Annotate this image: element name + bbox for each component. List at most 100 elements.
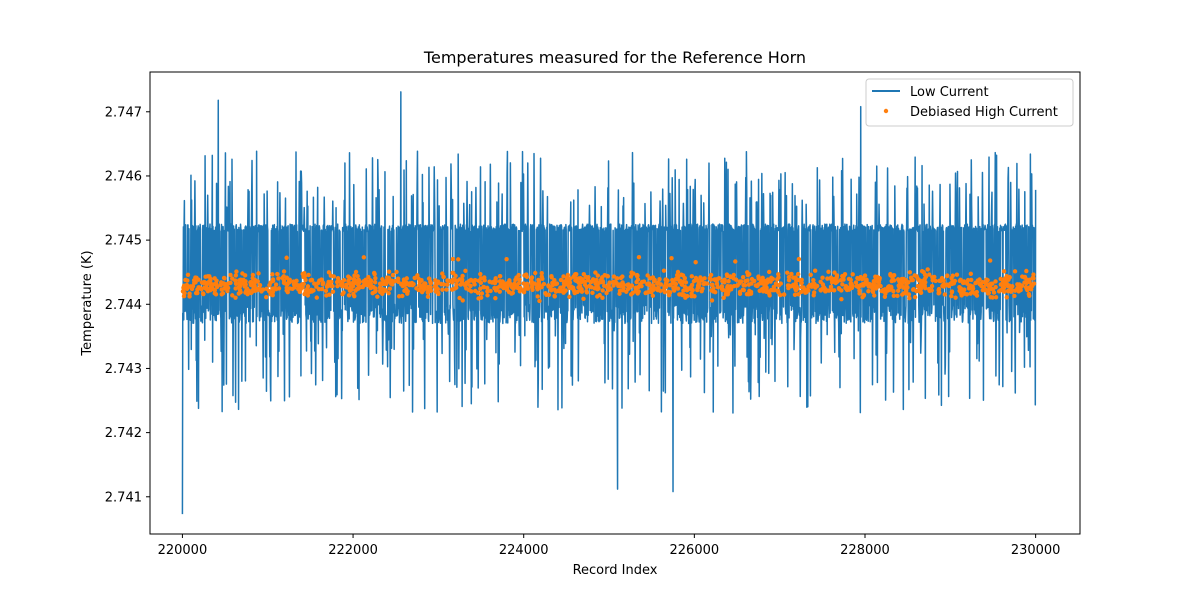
debiased-high-current-point — [456, 257, 461, 262]
debiased-high-current-point — [849, 285, 855, 291]
debiased-high-current-point — [187, 294, 192, 299]
debiased-high-current-point — [796, 292, 801, 297]
debiased-high-current-point — [552, 293, 557, 299]
debiased-high-current-point — [738, 279, 744, 284]
debiased-high-current-point — [838, 277, 844, 283]
debiased-high-current-point — [1004, 295, 1010, 300]
debiased-high-current-point — [987, 258, 993, 263]
debiased-high-current-point — [557, 288, 562, 294]
debiased-high-current-point — [731, 283, 737, 289]
debiased-high-current-point — [767, 269, 772, 275]
debiased-high-current-point — [208, 281, 214, 286]
debiased-high-current-point — [233, 278, 238, 283]
debiased-high-current-point — [445, 282, 450, 287]
debiased-high-current-point — [441, 282, 447, 287]
debiased-high-current-point — [1023, 284, 1029, 290]
debiased-high-current-point — [882, 294, 888, 300]
debiased-high-current-point — [773, 281, 779, 286]
debiased-high-current-point — [276, 276, 281, 281]
debiased-high-current-point — [305, 293, 311, 298]
debiased-high-current-point — [713, 290, 718, 295]
debiased-high-current-point — [891, 278, 897, 283]
debiased-high-current-point — [285, 290, 290, 295]
debiased-high-current-point — [720, 287, 725, 292]
debiased-high-current-point — [204, 282, 209, 287]
debiased-high-current-point — [917, 278, 922, 283]
debiased-high-current-point — [707, 275, 713, 281]
debiased-high-current-point — [993, 295, 999, 300]
x-tick-label: 224000 — [499, 543, 549, 558]
debiased-high-current-point — [785, 283, 791, 288]
debiased-high-current-point — [453, 273, 458, 279]
debiased-high-current-point — [535, 294, 540, 299]
debiased-high-current-point — [655, 281, 660, 286]
debiased-high-current-point — [791, 275, 796, 280]
debiased-high-current-point — [725, 292, 730, 297]
debiased-high-current-point — [744, 291, 750, 297]
debiased-high-current-point — [1001, 289, 1007, 294]
debiased-high-current-point — [895, 293, 900, 299]
debiased-high-current-point — [796, 256, 802, 262]
debiased-high-current-point — [964, 292, 970, 297]
debiased-high-current-point — [846, 276, 852, 282]
debiased-high-current-point — [781, 292, 787, 297]
debiased-high-current-point — [1027, 279, 1032, 284]
y-axis-ticks: 2.741 2.742 2.743 2.744 2.745 2.746 2.747 — [105, 105, 150, 505]
debiased-high-current-point — [661, 268, 667, 273]
debiased-high-current-point — [360, 284, 365, 290]
debiased-high-current-point — [303, 277, 308, 283]
debiased-high-current-point — [735, 283, 740, 288]
debiased-high-current-point — [228, 280, 233, 285]
legend-box — [865, 78, 1074, 127]
debiased-high-current-point — [618, 283, 623, 289]
debiased-high-current-point — [276, 286, 282, 291]
debiased-high-current-point — [564, 282, 569, 287]
debiased-high-current-point — [423, 281, 428, 286]
debiased-high-current-point — [284, 255, 289, 260]
debiased-high-current-point — [762, 284, 767, 289]
debiased-high-current-point — [493, 295, 498, 301]
debiased-high-current-point — [862, 273, 868, 278]
debiased-high-current-point — [314, 295, 319, 300]
debiased-high-current-point — [363, 278, 369, 283]
debiased-high-current-point — [820, 282, 826, 287]
debiased-high-current-point — [765, 277, 771, 282]
debiased-high-current-point — [595, 273, 601, 278]
debiased-high-current-point — [548, 288, 554, 293]
debiased-high-current-point — [896, 277, 901, 282]
debiased-high-current-point — [993, 284, 998, 290]
debiased-high-current-point — [635, 291, 640, 296]
debiased-high-current-point — [514, 283, 520, 288]
debiased-high-current-point — [957, 278, 962, 284]
debiased-high-current-point — [567, 294, 572, 300]
y-tick-label: 2.743 — [105, 362, 142, 377]
debiased-high-current-point — [839, 296, 844, 302]
debiased-high-current-point — [242, 273, 248, 278]
legend-low-current-label: Low Current — [910, 85, 989, 100]
debiased-high-current-point — [444, 287, 449, 292]
debiased-high-current-point — [222, 286, 227, 291]
debiased-high-current-point — [840, 273, 845, 279]
debiased-high-current-point — [925, 267, 930, 272]
debiased-high-current-point — [184, 285, 190, 290]
debiased-high-current-point — [770, 276, 775, 282]
debiased-high-current-point — [469, 289, 474, 294]
debiased-high-current-point — [493, 276, 498, 281]
debiased-high-current-point — [302, 291, 307, 297]
debiased-high-current-point — [611, 283, 616, 288]
debiased-high-current-point — [489, 280, 495, 285]
debiased-high-current-point — [811, 293, 816, 298]
debiased-high-current-point — [948, 281, 953, 286]
debiased-high-current-point — [270, 286, 275, 291]
debiased-high-current-point — [786, 277, 792, 283]
debiased-high-current-point — [375, 294, 380, 299]
debiased-high-current-point — [348, 288, 353, 293]
legend-debiased-high-current-swatch — [883, 108, 889, 114]
debiased-high-current-point — [974, 293, 980, 298]
debiased-high-current-point — [497, 273, 503, 279]
debiased-high-current-point — [305, 284, 311, 289]
debiased-high-current-point — [270, 289, 276, 295]
axes-frame — [149, 71, 1081, 535]
debiased-high-current-point — [268, 280, 273, 285]
debiased-high-current-point — [383, 288, 388, 293]
